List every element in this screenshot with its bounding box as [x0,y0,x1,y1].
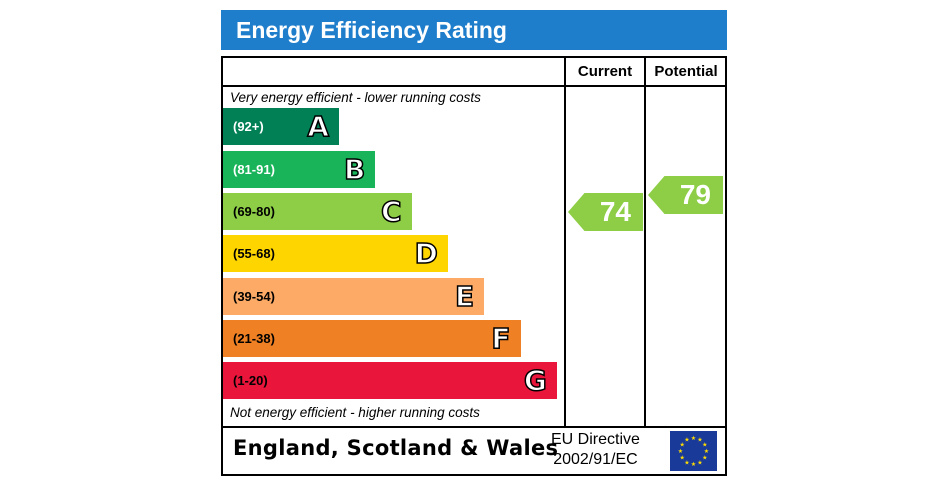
band-letter: C [380,194,402,229]
current-header: Current [577,63,633,80]
divider [221,85,727,87]
star-icon: ★ [684,459,689,466]
band-range: (81-91) [233,162,275,177]
divider [221,426,727,428]
band-letter: F [491,321,512,356]
band-bar-f: (21-38) F [223,320,521,357]
directive-line2: 2002/91/EC [553,451,638,468]
band-range: (21-38) [233,331,275,346]
current-rating-arrow: 74 [568,193,643,231]
band-letter: G [523,363,547,398]
star-icon: ★ [697,459,702,466]
eu-flag-icon: ★ ★★★★★★★★★★★ [670,431,717,471]
divider [644,56,646,428]
band-bar-e: (39-54) E [223,278,485,315]
star-icon: ★ [702,455,707,462]
bottom-note: Not energy efficient - higher running co… [230,405,480,420]
band-letter: D [414,236,439,271]
band-bar-c: (69-80) C [223,193,412,230]
band-range: (39-54) [233,289,275,304]
region-label: England, Scotland & Wales [233,436,559,460]
top-note: Very energy efficient - lower running co… [230,90,481,105]
star-icon: ★ [697,437,702,444]
star-icon: ★ [680,455,685,462]
band-range: (1-20) [233,373,268,388]
chart-title: Energy Efficiency Rating [221,10,727,50]
eu-directive: EU Directive 2002/91/EC [551,430,640,470]
star-icon: ★ [702,442,707,449]
rating-table [221,56,727,476]
potential-header: Potential [654,63,718,80]
band-range: (92+) [233,119,264,134]
star-icon: ★ [680,442,685,449]
band-bar-b: (81-91) B [223,151,376,188]
band-bar-g: (1-20) G [223,362,557,399]
star-icon: ★ [691,461,696,468]
band-letter: B [343,152,366,187]
star-icon: ★ [684,437,689,444]
divider [564,56,566,428]
star-icon: ★ [678,448,683,455]
star-icon: ★ [691,435,696,442]
band-letter: A [307,109,330,144]
band-letter: E [454,279,475,314]
star-icon: ★ [704,448,709,455]
directive-line1: EU Directive [551,431,640,448]
band-bar-a: (92+) A [223,108,339,145]
band-bar-d: (55-68) D [223,235,448,272]
band-range: (55-68) [233,246,275,261]
band-range: (69-80) [233,204,275,219]
potential-rating-arrow: 79 [648,176,723,214]
